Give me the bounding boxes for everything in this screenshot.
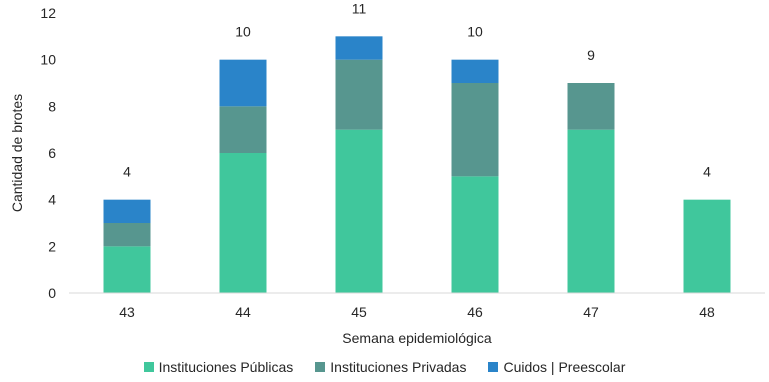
y-tick-label: 12	[40, 5, 56, 21]
y-tick-label: 10	[40, 52, 56, 68]
total-label: 11	[352, 0, 367, 16]
bar-segment	[219, 106, 267, 153]
bar-segment	[451, 83, 499, 177]
legend-label: Instituciones Privadas	[330, 359, 467, 375]
bar-segment	[103, 246, 151, 293]
legend-item: Cuidos | Preescolar	[488, 359, 625, 375]
total-label: 4	[123, 164, 131, 180]
x-tick-label: 43	[119, 304, 135, 320]
bar-segment	[451, 176, 499, 293]
legend: Instituciones Públicas Instituciones Priv…	[0, 357, 769, 377]
bar-segment	[451, 59, 499, 83]
legend-item: Instituciones Privadas	[315, 359, 466, 375]
bar-segment	[219, 59, 267, 107]
x-tick-label: 45	[351, 304, 367, 320]
bar-segment	[335, 129, 383, 293]
x-tick-label: 47	[583, 304, 599, 320]
bar-segment	[567, 129, 615, 293]
legend-swatch	[143, 362, 154, 372]
bars	[103, 36, 731, 293]
y-tick-label: 2	[48, 238, 56, 254]
x-axis-label: Semana epidemiológica	[342, 330, 492, 346]
y-tick-label: 8	[48, 98, 56, 114]
y-tick-label: 0	[48, 285, 56, 301]
x-axis-ticks: 43 44 45 46 47 48	[119, 304, 715, 320]
legend-item: Instituciones Públicas	[143, 359, 294, 375]
bar-segment	[103, 223, 151, 247]
y-tick-label: 6	[48, 145, 56, 161]
total-labels: 4 10 11 10 9 4	[123, 0, 711, 179]
bar-segment	[219, 153, 267, 293]
legend-swatch	[315, 362, 326, 372]
legend-label: Instituciones Públicas	[158, 359, 294, 375]
total-label: 10	[235, 24, 251, 40]
y-tick-label: 4	[48, 192, 56, 208]
bar-segment	[567, 83, 615, 130]
legend-swatch	[488, 362, 499, 372]
legend-label: Cuidos | Preescolar	[503, 359, 626, 375]
bar-segment	[683, 199, 731, 293]
y-axis-ticks: 0 2 4 6 8 10 12	[40, 5, 56, 301]
y-axis-label: Cantidad de brotes	[9, 94, 25, 212]
bar-segment	[103, 199, 151, 223]
bar-segment	[335, 59, 383, 130]
x-tick-label: 48	[699, 304, 715, 320]
x-tick-label: 44	[235, 304, 251, 320]
bar-segment	[335, 36, 383, 60]
x-tick-label: 46	[467, 304, 483, 320]
total-label: 4	[703, 164, 711, 180]
total-label: 9	[587, 47, 595, 63]
total-label: 10	[467, 24, 483, 40]
